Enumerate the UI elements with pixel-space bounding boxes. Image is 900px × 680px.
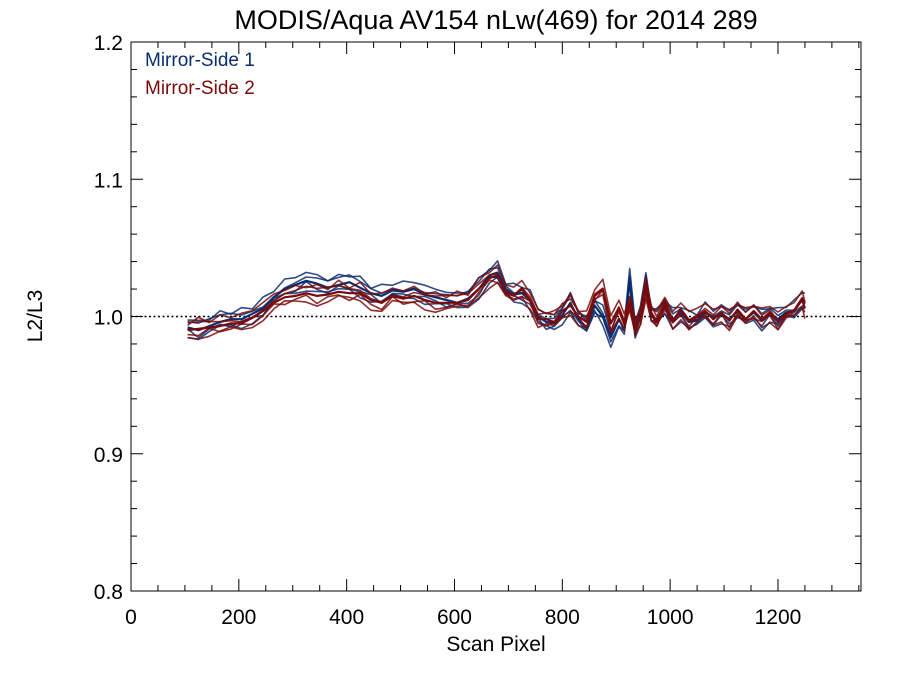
- y-tick-label: 1.2: [94, 32, 123, 55]
- series-band-ms2: [187, 281, 806, 340]
- series-band-ms2: [187, 279, 806, 337]
- y-tick-label: 0.8: [94, 581, 123, 604]
- series-line-ms2: [187, 274, 806, 332]
- y-tick-label: 0.9: [94, 444, 123, 467]
- x-tick-label: 600: [437, 606, 472, 629]
- legend-label-ms2: Mirror-Side 2: [145, 78, 255, 99]
- x-tick-label: 200: [221, 606, 256, 629]
- chart-title: MODIS/Aqua AV154 nLw(469) for 2014 289: [234, 5, 757, 35]
- series-band-ms1: [187, 275, 806, 349]
- x-tick-label: 0: [125, 606, 137, 629]
- y-axis-label: L2/L3: [24, 290, 47, 343]
- series-band-ms2: [187, 272, 806, 325]
- legend-label-ms1: Mirror-Side 1: [145, 50, 255, 71]
- x-tick-label: 1000: [647, 606, 694, 629]
- x-tick-label: 1200: [755, 606, 802, 629]
- x-tick-label: 800: [545, 606, 580, 629]
- x-axis-label: Scan Pixel: [446, 633, 545, 656]
- y-tick-label: 1.0: [94, 307, 123, 330]
- x-tick-label: 400: [329, 606, 364, 629]
- y-tick-label: 1.1: [94, 169, 123, 192]
